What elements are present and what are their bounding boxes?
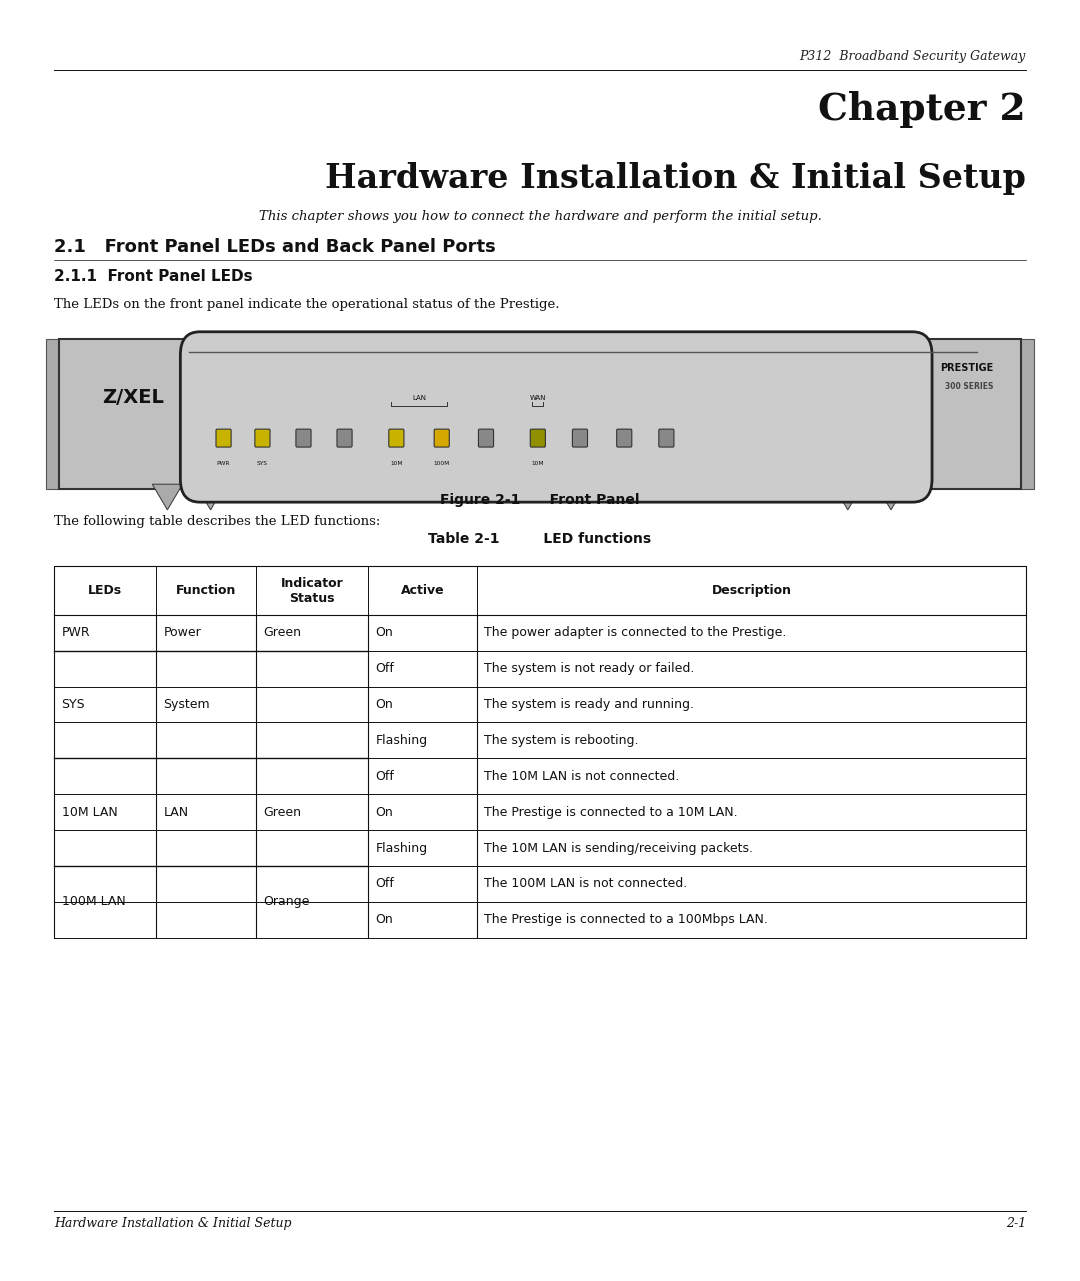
- FancyBboxPatch shape: [572, 429, 588, 447]
- Text: Hardware Installation & Initial Setup: Hardware Installation & Initial Setup: [325, 161, 1026, 195]
- Text: This chapter shows you how to connect the hardware and perform the initial setup: This chapter shows you how to connect th…: [258, 210, 822, 223]
- Text: 100M: 100M: [433, 461, 450, 466]
- Text: 2.1.1  Front Panel LEDs: 2.1.1 Front Panel LEDs: [54, 269, 253, 284]
- Text: Flashing: Flashing: [376, 734, 428, 747]
- Text: Active: Active: [401, 584, 444, 597]
- Text: The following table describes the LED functions:: The following table describes the LED fu…: [54, 515, 380, 528]
- Text: On: On: [376, 806, 393, 819]
- FancyBboxPatch shape: [434, 429, 449, 447]
- FancyBboxPatch shape: [530, 429, 545, 447]
- FancyBboxPatch shape: [389, 429, 404, 447]
- Text: The system is ready and running.: The system is ready and running.: [484, 698, 694, 711]
- Text: Indicator
Status: Indicator Status: [281, 576, 343, 605]
- Text: 2-1: 2-1: [1005, 1217, 1026, 1230]
- Text: The 10M LAN is not connected.: The 10M LAN is not connected.: [484, 770, 679, 783]
- Text: Off: Off: [376, 662, 394, 675]
- Text: Function: Function: [176, 584, 237, 597]
- Text: Off: Off: [376, 877, 394, 890]
- Text: Green: Green: [264, 806, 301, 819]
- Text: SYS: SYS: [62, 698, 85, 711]
- Text: Off: Off: [376, 770, 394, 783]
- Text: Figure 2-1      Front Panel: Figure 2-1 Front Panel: [441, 493, 639, 507]
- Text: The Prestige is connected to a 100Mbps LAN.: The Prestige is connected to a 100Mbps L…: [484, 913, 768, 926]
- Text: 100M LAN: 100M LAN: [62, 895, 125, 908]
- Text: 10M LAN: 10M LAN: [62, 806, 118, 819]
- FancyBboxPatch shape: [659, 429, 674, 447]
- Text: Z/XEL: Z/XEL: [103, 388, 164, 406]
- Text: PWR: PWR: [217, 461, 230, 466]
- Text: On: On: [376, 626, 393, 639]
- Text: The 100M LAN is not connected.: The 100M LAN is not connected.: [484, 877, 688, 890]
- Text: The LEDs on the front panel indicate the operational status of the Prestige.: The LEDs on the front panel indicate the…: [54, 298, 559, 311]
- Text: 10M: 10M: [390, 461, 403, 466]
- Text: Green: Green: [264, 626, 301, 639]
- Text: Flashing: Flashing: [376, 842, 428, 854]
- Text: LAN: LAN: [164, 806, 189, 819]
- FancyBboxPatch shape: [255, 429, 270, 447]
- Text: WAN: WAN: [529, 395, 546, 401]
- Text: The system is rebooting.: The system is rebooting.: [484, 734, 639, 747]
- Text: PRESTIGE: PRESTIGE: [941, 363, 994, 373]
- Text: P312  Broadband Security Gateway: P312 Broadband Security Gateway: [799, 50, 1026, 63]
- Text: 2.1   Front Panel LEDs and Back Panel Ports: 2.1 Front Panel LEDs and Back Panel Port…: [54, 238, 496, 256]
- Text: 10M: 10M: [531, 461, 544, 466]
- FancyBboxPatch shape: [59, 339, 1021, 489]
- Text: The system is not ready or failed.: The system is not ready or failed.: [484, 662, 694, 675]
- Polygon shape: [833, 484, 863, 510]
- Polygon shape: [152, 484, 183, 510]
- Text: Hardware Installation & Initial Setup: Hardware Installation & Initial Setup: [54, 1217, 292, 1230]
- Text: The 10M LAN is sending/receiving packets.: The 10M LAN is sending/receiving packets…: [484, 842, 754, 854]
- FancyBboxPatch shape: [180, 332, 932, 502]
- Text: Table 2-1         LED functions: Table 2-1 LED functions: [429, 532, 651, 546]
- FancyBboxPatch shape: [337, 429, 352, 447]
- Text: SYS: SYS: [257, 461, 268, 466]
- FancyBboxPatch shape: [1020, 339, 1034, 489]
- Text: On: On: [376, 913, 393, 926]
- FancyBboxPatch shape: [216, 429, 231, 447]
- Text: On: On: [376, 698, 393, 711]
- Polygon shape: [195, 484, 226, 510]
- Text: Description: Description: [712, 584, 792, 597]
- Text: LEDs: LEDs: [87, 584, 122, 597]
- Text: Orange: Orange: [264, 895, 310, 908]
- FancyBboxPatch shape: [296, 429, 311, 447]
- FancyBboxPatch shape: [617, 429, 632, 447]
- FancyBboxPatch shape: [478, 429, 494, 447]
- Text: Chapter 2: Chapter 2: [819, 91, 1026, 128]
- Text: LAN: LAN: [413, 395, 426, 401]
- Text: 300 SERIES: 300 SERIES: [945, 382, 994, 391]
- Text: The Prestige is connected to a 10M LAN.: The Prestige is connected to a 10M LAN.: [484, 806, 738, 819]
- Text: The power adapter is connected to the Prestige.: The power adapter is connected to the Pr…: [484, 626, 786, 639]
- Text: Power: Power: [164, 626, 201, 639]
- Polygon shape: [876, 484, 906, 510]
- Text: PWR: PWR: [62, 626, 91, 639]
- Text: System: System: [164, 698, 211, 711]
- FancyBboxPatch shape: [46, 339, 60, 489]
